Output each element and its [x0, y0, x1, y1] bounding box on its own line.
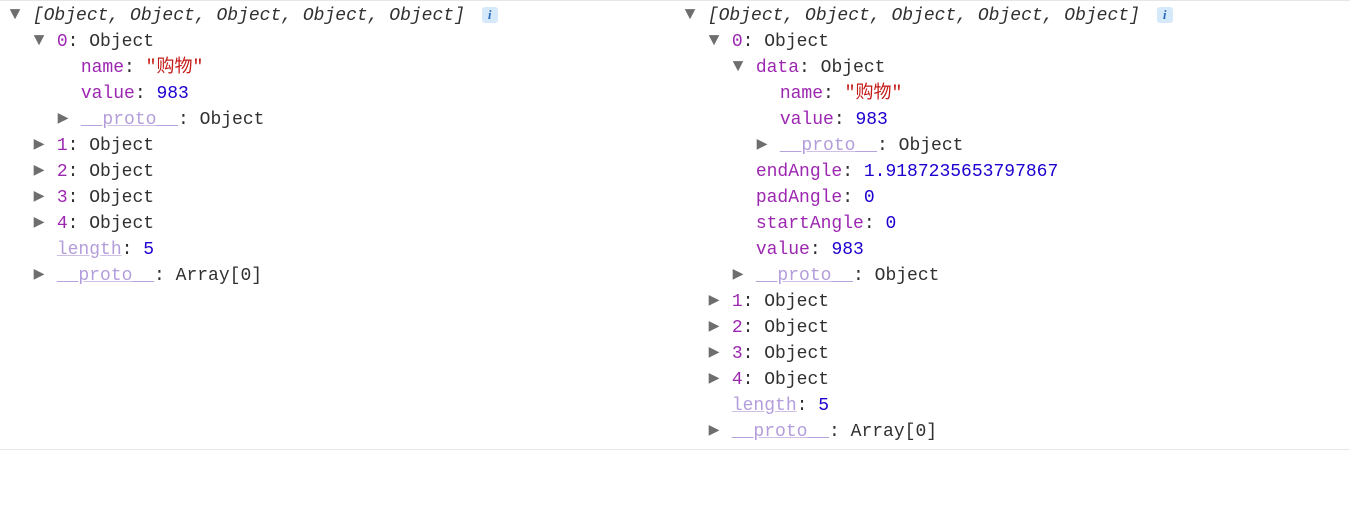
expand-toggle-icon[interactable]: ▶ [32, 262, 46, 288]
expand-toggle-icon[interactable]: ▼ [707, 28, 721, 54]
property-key: data [756, 58, 799, 78]
info-icon[interactable]: i [1157, 7, 1173, 23]
expand-toggle-icon[interactable]: ▼ [32, 28, 46, 54]
expand-toggle-icon[interactable]: ▶ [32, 158, 46, 184]
property-key: value [780, 110, 834, 130]
property-value[interactable]: Object [89, 32, 154, 52]
info-icon[interactable]: i [482, 7, 498, 23]
property-key: endAngle [756, 162, 842, 182]
array-summary[interactable]: [Object, Object, Object, Object, Object] [708, 6, 1140, 26]
property-key: __proto__ [81, 110, 178, 130]
console-output: ▼ [Object, Object, Object, Object, Objec… [0, 0, 1350, 450]
property-key: value [756, 240, 810, 260]
property-key: 1 [732, 292, 743, 312]
property-value: 5 [143, 240, 154, 260]
array-summary[interactable]: [Object, Object, Object, Object, Object] [33, 6, 465, 26]
property-value[interactable]: Object [89, 162, 154, 182]
property-value[interactable]: Object [200, 110, 265, 130]
expand-toggle-icon[interactable]: ▶ [32, 132, 46, 158]
property-value[interactable]: Object [764, 370, 829, 390]
expand-toggle-icon[interactable]: ▶ [56, 106, 70, 132]
property-value[interactable]: Object [764, 32, 829, 52]
console-object-right: ▼ [Object, Object, Object, Object, Objec… [675, 3, 1350, 445]
property-value: 983 [831, 240, 863, 260]
property-key: __proto__ [756, 266, 853, 286]
property-value[interactable]: Object [764, 318, 829, 338]
property-key: length [732, 396, 797, 416]
expand-toggle-icon[interactable]: ▶ [707, 314, 721, 340]
property-value[interactable]: Object [875, 266, 940, 286]
property-key: 4 [732, 370, 743, 390]
property-value[interactable]: Object [89, 136, 154, 156]
property-key: 2 [57, 162, 68, 182]
property-value: 983 [156, 84, 188, 104]
property-key: length [57, 240, 122, 260]
property-key: value [81, 84, 135, 104]
property-key: padAngle [756, 188, 842, 208]
property-value[interactable]: Object [821, 58, 886, 78]
expand-toggle-icon[interactable]: ▼ [731, 54, 745, 80]
expand-toggle-icon[interactable]: ▶ [32, 184, 46, 210]
expand-toggle-icon[interactable]: ▶ [707, 340, 721, 366]
property-value[interactable]: Object [764, 344, 829, 364]
expand-toggle-icon[interactable]: ▶ [32, 210, 46, 236]
property-value: 0 [864, 188, 875, 208]
property-key: __proto__ [780, 136, 877, 156]
property-key: 3 [732, 344, 743, 364]
property-value: 983 [855, 110, 887, 130]
property-value[interactable]: Array[0] [851, 422, 937, 442]
console-object-left: ▼ [Object, Object, Object, Object, Objec… [0, 3, 675, 445]
property-value: 0 [885, 214, 896, 234]
property-key: __proto__ [57, 266, 154, 286]
property-value[interactable]: Object [899, 136, 964, 156]
property-value[interactable]: Object [89, 214, 154, 234]
expand-toggle-icon[interactable]: ▶ [755, 132, 769, 158]
expand-toggle-icon[interactable]: ▶ [707, 366, 721, 392]
property-value: 5 [818, 396, 829, 416]
expand-toggle-icon[interactable]: ▼ [683, 2, 697, 28]
property-key: 0 [732, 32, 743, 52]
property-value[interactable]: Object [764, 292, 829, 312]
expand-toggle-icon[interactable]: ▶ [707, 418, 721, 444]
expand-toggle-icon[interactable]: ▼ [8, 2, 22, 28]
property-value: "购物" [845, 84, 903, 104]
property-key: 2 [732, 318, 743, 338]
property-value[interactable]: Array[0] [176, 266, 262, 286]
property-key: 1 [57, 136, 68, 156]
property-key: name [780, 84, 823, 104]
property-value: "购物" [146, 58, 204, 78]
expand-toggle-icon[interactable]: ▶ [707, 288, 721, 314]
property-value: 1.9187235653797867 [864, 162, 1058, 182]
property-key: __proto__ [732, 422, 829, 442]
property-value[interactable]: Object [89, 188, 154, 208]
property-key: name [81, 58, 124, 78]
property-key: startAngle [756, 214, 864, 234]
property-key: 0 [57, 32, 68, 52]
expand-toggle-icon[interactable]: ▶ [731, 262, 745, 288]
property-key: 3 [57, 188, 68, 208]
property-key: 4 [57, 214, 68, 234]
